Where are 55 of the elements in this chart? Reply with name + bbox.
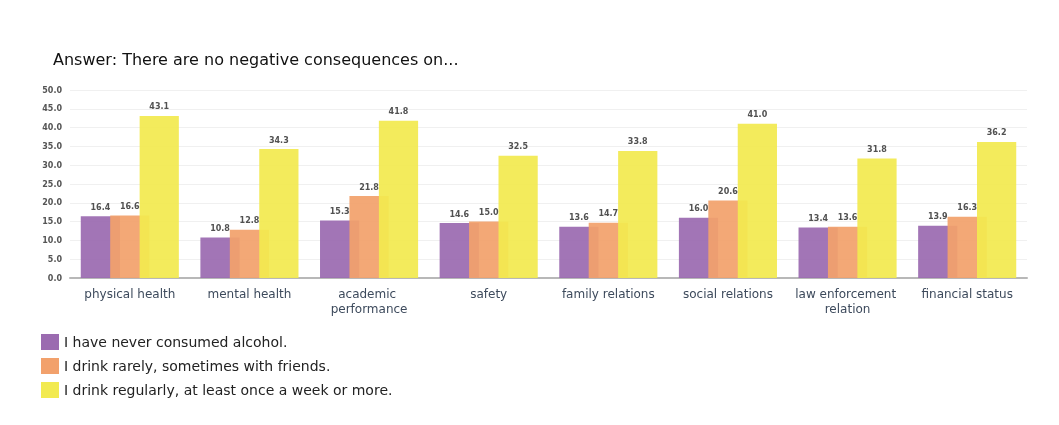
y-tick-label: 40.0 bbox=[42, 123, 63, 133]
bar bbox=[857, 158, 897, 278]
data-label: 15.3 bbox=[329, 206, 350, 216]
data-label: 16.0 bbox=[688, 204, 709, 214]
x-tick-label: physical health bbox=[84, 286, 176, 301]
data-label: 33.8 bbox=[627, 137, 649, 147]
y-tick-label: 5.0 bbox=[47, 254, 63, 264]
x-tick-label: social relations bbox=[682, 286, 773, 301]
data-label: 14.6 bbox=[449, 209, 470, 219]
legend-label: I drink rarely, sometimes with friends. bbox=[64, 358, 331, 374]
data-label: 16.6 bbox=[119, 202, 141, 212]
bar bbox=[977, 141, 1017, 278]
data-label: 13.9 bbox=[927, 212, 949, 222]
data-label: 16.4 bbox=[90, 202, 111, 212]
data-label: 43.1 bbox=[149, 102, 170, 112]
data-label: 21.8 bbox=[359, 182, 380, 192]
y-tick-label: 35.0 bbox=[42, 141, 63, 151]
y-tick-label: 10.0 bbox=[42, 235, 63, 245]
data-label: 13.6 bbox=[837, 213, 858, 223]
x-tick-label: family relations bbox=[561, 286, 655, 301]
x-tick-label: mental health bbox=[207, 286, 292, 301]
bar bbox=[737, 123, 777, 278]
data-label: 32.5 bbox=[508, 142, 529, 152]
data-label: 16.3 bbox=[957, 203, 978, 213]
y-tick-label: 20.0 bbox=[42, 198, 63, 208]
chart-title: Answer: There are no negative consequences on... bbox=[53, 49, 459, 69]
legend-label: I have never consumed alcohol. bbox=[64, 334, 288, 350]
data-label: 14.7 bbox=[598, 209, 619, 219]
y-tick-label: 0.0 bbox=[47, 273, 63, 283]
data-label: 36.2 bbox=[986, 128, 1007, 138]
bar bbox=[498, 155, 538, 278]
data-label: 12.8 bbox=[239, 216, 260, 226]
data-label: 13.6 bbox=[569, 213, 590, 223]
y-tick-label: 45.0 bbox=[42, 104, 63, 114]
bar bbox=[378, 120, 419, 278]
data-label: 41.0 bbox=[747, 110, 768, 120]
legend-label: I drink regularly, at least once a week or more. bbox=[64, 382, 393, 398]
bar bbox=[259, 149, 299, 278]
data-label: 13.4 bbox=[808, 214, 829, 224]
data-label: 31.8 bbox=[867, 144, 888, 154]
x-tick-label: financial status bbox=[921, 286, 1013, 301]
y-tick-label: 30.0 bbox=[42, 160, 63, 170]
y-tick-label: 15.0 bbox=[42, 217, 63, 227]
x-tick-label: law enforcement relation bbox=[795, 286, 900, 316]
bar bbox=[618, 150, 658, 278]
data-label: 10.8 bbox=[210, 223, 231, 233]
y-tick-label: 50.0 bbox=[42, 85, 63, 95]
bar bbox=[139, 115, 179, 278]
data-label: 20.6 bbox=[718, 187, 739, 197]
x-tick-label: safety bbox=[470, 286, 508, 301]
data-label: 41.8 bbox=[388, 107, 409, 117]
y-tick-label: 25.0 bbox=[42, 179, 63, 189]
x-tick-label: academic performance bbox=[330, 286, 408, 316]
data-label: 15.0 bbox=[478, 208, 499, 218]
data-label: 34.3 bbox=[268, 135, 289, 145]
